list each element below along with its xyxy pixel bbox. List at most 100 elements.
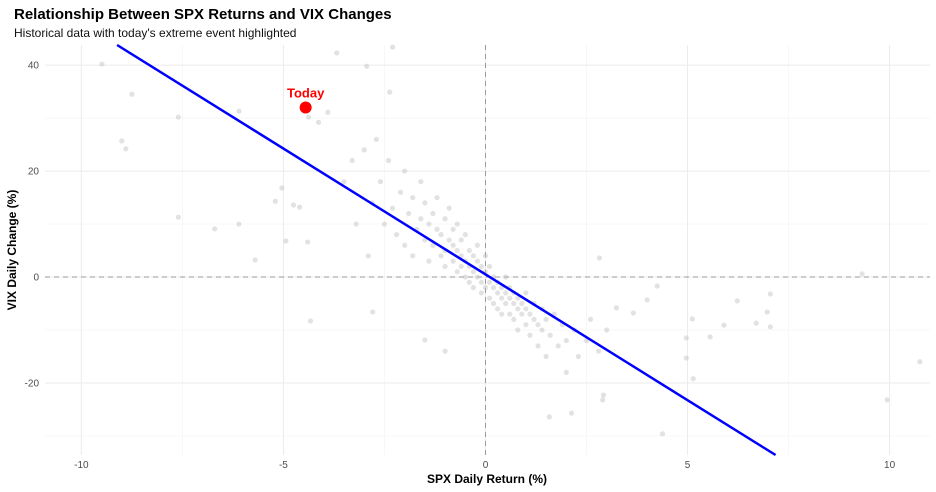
highlight-label: Today bbox=[287, 86, 325, 101]
data-point bbox=[446, 237, 452, 243]
axis-ticks: -10 -5 0 5 10 -20 0 20 40 bbox=[25, 61, 896, 471]
data-point bbox=[129, 91, 135, 97]
data-point bbox=[478, 279, 485, 285]
data-points bbox=[99, 44, 923, 437]
data-point bbox=[434, 194, 440, 201]
x-tick-label: -5 bbox=[279, 460, 288, 471]
data-point bbox=[490, 300, 497, 307]
data-point bbox=[644, 297, 650, 303]
data-point bbox=[450, 226, 456, 232]
data-point bbox=[307, 318, 314, 324]
data-point bbox=[334, 50, 340, 56]
data-point bbox=[507, 311, 513, 317]
data-point bbox=[547, 332, 553, 338]
data-point bbox=[587, 316, 594, 322]
data-point bbox=[575, 353, 582, 360]
data-point bbox=[393, 232, 400, 238]
data-point bbox=[507, 295, 513, 301]
data-point bbox=[454, 221, 460, 227]
data-point bbox=[450, 258, 456, 264]
data-point bbox=[370, 309, 376, 315]
data-point bbox=[654, 283, 660, 289]
data-point bbox=[474, 258, 480, 264]
data-point bbox=[296, 204, 303, 210]
data-point bbox=[454, 269, 460, 275]
x-tick-label: 0 bbox=[483, 460, 489, 471]
data-point bbox=[389, 44, 396, 50]
data-point bbox=[123, 146, 129, 152]
data-point bbox=[531, 316, 537, 322]
data-point bbox=[543, 353, 549, 360]
data-point bbox=[462, 274, 468, 280]
data-point bbox=[466, 247, 472, 254]
data-point bbox=[511, 316, 517, 322]
data-point bbox=[252, 257, 258, 263]
data-point bbox=[365, 253, 371, 259]
data-point bbox=[438, 253, 444, 259]
x-tick-label: 5 bbox=[685, 460, 691, 471]
y-tick-label: -20 bbox=[25, 378, 40, 389]
data-point bbox=[212, 226, 218, 232]
x-tick-label: 10 bbox=[884, 460, 896, 471]
data-point bbox=[515, 327, 521, 333]
data-point bbox=[859, 271, 865, 277]
data-point bbox=[523, 306, 529, 312]
y-axis-label: VIX Daily Change (%) bbox=[5, 190, 19, 311]
x-tick-label: -10 bbox=[74, 460, 89, 471]
y-tick-label: 0 bbox=[33, 273, 39, 284]
data-point bbox=[470, 269, 476, 275]
y-tick-label: 20 bbox=[28, 167, 40, 178]
data-point bbox=[272, 198, 278, 204]
data-point bbox=[426, 258, 432, 264]
data-point bbox=[458, 263, 464, 270]
data-point bbox=[442, 348, 448, 354]
data-point bbox=[503, 274, 509, 280]
data-point bbox=[478, 263, 485, 270]
data-point bbox=[438, 232, 444, 238]
data-point bbox=[499, 311, 505, 317]
data-point bbox=[527, 332, 533, 338]
data-point bbox=[519, 311, 525, 317]
data-point bbox=[767, 324, 773, 330]
data-point bbox=[523, 290, 529, 296]
data-point bbox=[495, 290, 501, 296]
data-point bbox=[364, 63, 370, 69]
data-point bbox=[478, 290, 485, 296]
data-point bbox=[600, 392, 607, 398]
data-point bbox=[753, 320, 759, 326]
data-point bbox=[434, 226, 440, 232]
data-point bbox=[470, 253, 476, 259]
data-point bbox=[543, 316, 549, 322]
data-point bbox=[283, 238, 289, 244]
data-point bbox=[917, 359, 923, 365]
data-point bbox=[568, 410, 575, 416]
reference-lines bbox=[45, 45, 930, 455]
data-point bbox=[689, 316, 695, 322]
data-point bbox=[539, 327, 545, 333]
data-point bbox=[503, 300, 509, 307]
data-point bbox=[305, 239, 311, 245]
data-point bbox=[546, 414, 552, 420]
data-point bbox=[315, 119, 322, 125]
data-point bbox=[418, 179, 424, 185]
data-point bbox=[454, 247, 460, 254]
data-point bbox=[430, 210, 436, 217]
data-point bbox=[721, 322, 727, 328]
data-point bbox=[515, 306, 521, 312]
data-point bbox=[381, 221, 388, 227]
data-point bbox=[385, 157, 392, 164]
y-tick-label: 40 bbox=[28, 61, 40, 72]
data-point bbox=[630, 310, 636, 316]
data-point bbox=[402, 168, 408, 174]
data-point bbox=[406, 210, 412, 217]
data-point bbox=[341, 179, 347, 185]
data-point bbox=[683, 355, 689, 361]
data-point bbox=[563, 369, 569, 375]
data-point bbox=[398, 189, 404, 195]
data-point bbox=[764, 309, 770, 315]
data-point bbox=[474, 242, 480, 248]
data-point bbox=[402, 242, 408, 248]
data-point bbox=[442, 216, 448, 222]
data-point bbox=[734, 298, 740, 304]
